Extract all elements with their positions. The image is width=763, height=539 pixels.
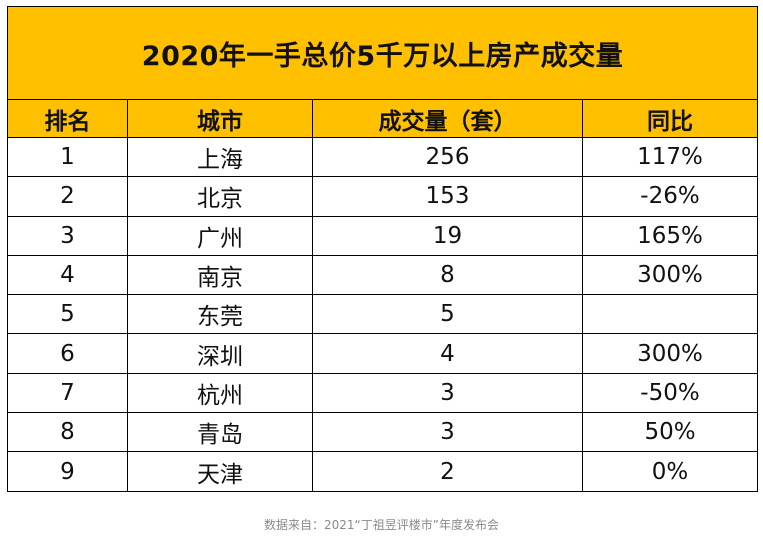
yoy-cell: 300%: [582, 333, 758, 374]
yoy-cell: 300%: [582, 254, 758, 296]
header-yoy: 同比: [582, 99, 758, 138]
volume-cell: 3: [312, 372, 583, 414]
table-row: 2 北京 153 -26%: [7, 176, 758, 217]
volume-cell: 19: [312, 215, 583, 256]
table-row: 9 天津 2 0%: [7, 451, 758, 492]
rank-cell: 7: [7, 372, 128, 414]
sales-table: 2020年一手总价5千万以上房产成交量 排名 城市 成交量（套） 同比 1 上海…: [7, 6, 758, 492]
source-caption: 数据来自：2021“丁祖昱评楼市”年度发布会: [264, 518, 499, 532]
table-row: 3 广州 19 165%: [7, 215, 758, 256]
volume-cell: 8: [312, 254, 583, 296]
table-row: 8 青岛 3 50%: [7, 412, 758, 453]
city-cell: 青岛: [127, 412, 313, 453]
volume-cell: 153: [312, 176, 583, 217]
table-row: 4 南京 8 300%: [7, 254, 758, 296]
table-row: 7 杭州 3 -50%: [7, 372, 758, 414]
table-row: 1 上海 256 117%: [7, 136, 758, 178]
city-cell: 北京: [127, 176, 313, 217]
yoy-cell: 165%: [582, 215, 758, 256]
rank-cell: 2: [7, 176, 128, 217]
rank-cell: 3: [7, 215, 128, 256]
table-row: 5 东莞 5: [7, 294, 758, 335]
city-cell: 深圳: [127, 333, 313, 374]
rank-cell: 1: [7, 136, 128, 178]
header-rank: 排名: [7, 99, 128, 138]
header-row: 排名 城市 成交量（套） 同比: [7, 99, 758, 138]
rank-cell: 9: [7, 451, 128, 492]
table-container: 2020年一手总价5千万以上房产成交量 排名 城市 成交量（套） 同比 1 上海…: [7, 6, 758, 492]
rank-cell: 8: [7, 412, 128, 453]
rank-cell: 5: [7, 294, 128, 335]
yoy-cell: [582, 294, 758, 335]
yoy-cell: 50%: [582, 412, 758, 453]
city-cell: 天津: [127, 451, 313, 492]
rank-cell: 4: [7, 254, 128, 296]
header-city: 城市: [127, 99, 313, 138]
table-row: 6 深圳 4 300%: [7, 333, 758, 374]
volume-cell: 3: [312, 412, 583, 453]
volume-cell: 5: [312, 294, 583, 335]
yoy-cell: 0%: [582, 451, 758, 492]
city-cell: 杭州: [127, 372, 313, 414]
yoy-cell: -50%: [582, 372, 758, 414]
city-cell: 广州: [127, 215, 313, 256]
city-cell: 南京: [127, 254, 313, 296]
volume-cell: 2: [312, 451, 583, 492]
table-title: 2020年一手总价5千万以上房产成交量: [7, 6, 758, 100]
city-cell: 东莞: [127, 294, 313, 335]
city-cell: 上海: [127, 136, 313, 178]
volume-cell: 256: [312, 136, 583, 178]
volume-cell: 4: [312, 333, 583, 374]
yoy-cell: 117%: [582, 136, 758, 178]
yoy-cell: -26%: [582, 176, 758, 217]
header-volume: 成交量（套）: [312, 99, 583, 138]
rank-cell: 6: [7, 333, 128, 374]
